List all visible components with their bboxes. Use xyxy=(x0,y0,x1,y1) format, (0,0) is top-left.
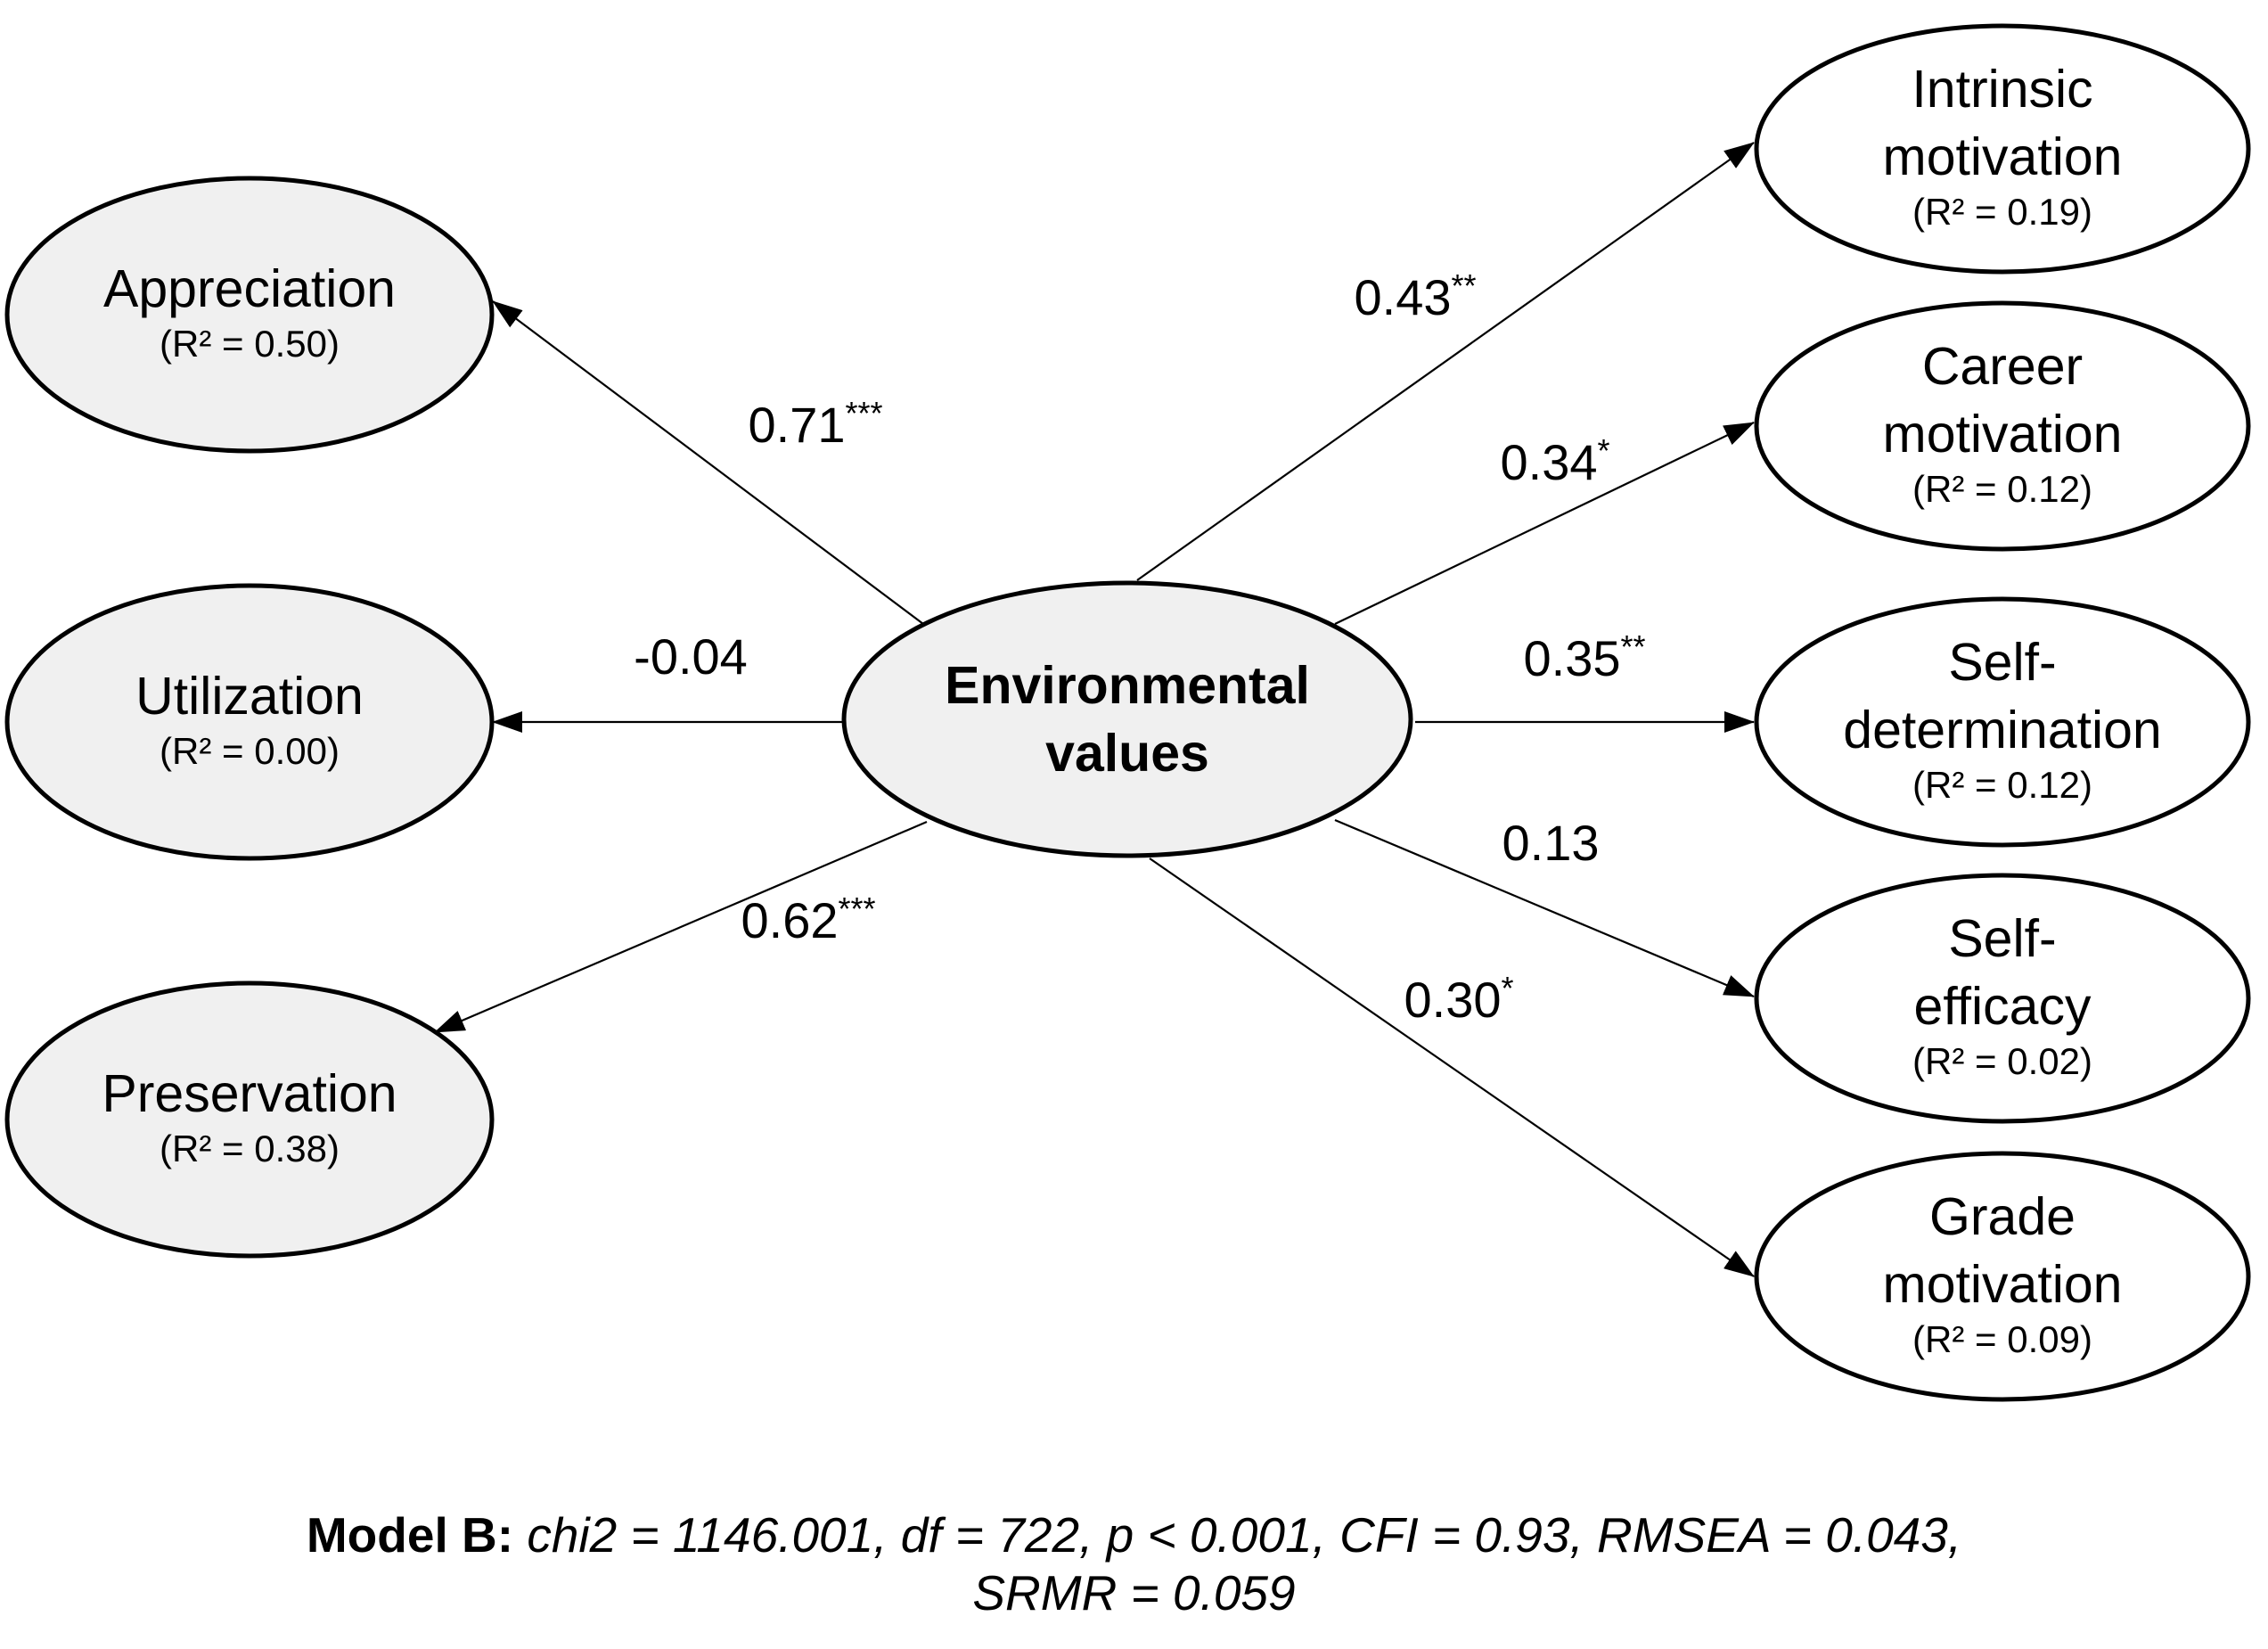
node-r-squared: (R² = 0.38) xyxy=(160,1128,340,1169)
node-name: Self-efficacy xyxy=(1914,909,2092,1036)
node-ellipse xyxy=(841,580,1413,858)
coef-env-to-preservation: 0.62*** xyxy=(741,890,875,948)
node-name: Career motivation xyxy=(1883,337,2123,464)
arrow-env-to-career xyxy=(1334,422,1755,625)
node-r-squared: (R² = 0.00) xyxy=(160,730,340,772)
arrow-env-to-appreciation xyxy=(492,300,928,628)
node-r-squared: (R² = 0.50) xyxy=(160,323,340,365)
node-environmental-values: Environmental values xyxy=(841,580,1413,858)
node-r-squared: (R² = 0.12) xyxy=(1912,764,2092,806)
coef-env-to-career: 0.34* xyxy=(1500,432,1609,490)
coef-env-to-intrinsic: 0.43** xyxy=(1354,267,1476,325)
node-name: Grade motivation xyxy=(1883,1187,2123,1314)
arrow-env-to-intrinsic xyxy=(1136,142,1755,581)
path-coefficients: 0.71*** -0.04 0.62*** 0.43** 0.34* 0.35** 0.13… xyxy=(634,267,1645,1028)
node-grade: Grade motivation(R² = 0.09) xyxy=(1754,1151,2251,1402)
node-name: Appreciation xyxy=(103,259,396,318)
node-name: Intrinsic motivation xyxy=(1883,60,2123,186)
node-ellipse xyxy=(4,980,495,1259)
coef-env-to-appreciation: 0.71*** xyxy=(748,395,882,453)
node-ellipse xyxy=(1754,23,2251,275)
node-name: Preservation xyxy=(102,1064,397,1123)
coef-env-to-utilization: -0.04 xyxy=(634,628,748,685)
node-r-squared: (R² = 0.09) xyxy=(1912,1318,2092,1360)
node-preservation: Preservation (R² = 0.38) xyxy=(4,980,495,1259)
model-fit-caption: Model B: chi2 = 1146.001, df = 722, p < … xyxy=(0,1506,2268,1622)
node-ellipse xyxy=(1754,300,2251,552)
node-utilization: Utilization(R² = 0.00) xyxy=(4,583,495,861)
coef-env-to-grade: 0.30* xyxy=(1404,970,1513,1028)
model-fit-line-1: Model B: chi2 = 1146.001, df = 722, p < … xyxy=(0,1506,2268,1564)
arrow-env-to-grade xyxy=(1149,857,1755,1277)
node-ellipse xyxy=(1754,596,2251,848)
arrow-env-to-selfeff xyxy=(1334,818,1755,998)
path-arrows xyxy=(434,142,1755,1277)
node-title: Environmental values xyxy=(945,656,1310,783)
node-r-squared: (R² = 0.02) xyxy=(1912,1040,2092,1082)
fit-statistics-srmr: SRMR = 0.059 xyxy=(972,1565,1296,1620)
node-career: Career motivation(R² = 0.12) xyxy=(1754,300,2251,552)
node-ellipse xyxy=(4,583,495,861)
node-r-squared: (R² = 0.19) xyxy=(1912,191,2092,233)
construct-nodes: Environmental values Appreciation (R² = 0.5… xyxy=(4,23,2251,1402)
arrow-env-to-preservation xyxy=(434,820,928,1034)
coef-env-to-selfeff: 0.13 xyxy=(1502,815,1600,871)
fit-statistics: chi2 = 1146.001, df = 722, p < 0.001, CF… xyxy=(527,1507,1962,1563)
node-ellipse xyxy=(4,176,495,454)
node-r-squared: (R² = 0.12) xyxy=(1912,468,2092,510)
coef-env-to-selfdet: 0.35** xyxy=(1523,628,1645,686)
node-appreciation: Appreciation (R² = 0.50) xyxy=(4,176,495,454)
node-intrinsic: Intrinsic motivation (R² = 0.19) xyxy=(1754,23,2251,275)
model-fit-line-2: SRMR = 0.059 xyxy=(0,1564,2268,1622)
node-name: Self-determination xyxy=(1843,633,2162,759)
node-ellipse xyxy=(1754,873,2251,1124)
node-name: Utilization xyxy=(135,667,364,726)
node-selfeff: Self-efficacy(R² = 0.02) xyxy=(1754,873,2251,1124)
node-selfdet: Self-determination (R² = 0.12) xyxy=(1754,596,2251,848)
model-label: Model B: xyxy=(306,1507,514,1563)
node-ellipse xyxy=(1754,1151,2251,1402)
